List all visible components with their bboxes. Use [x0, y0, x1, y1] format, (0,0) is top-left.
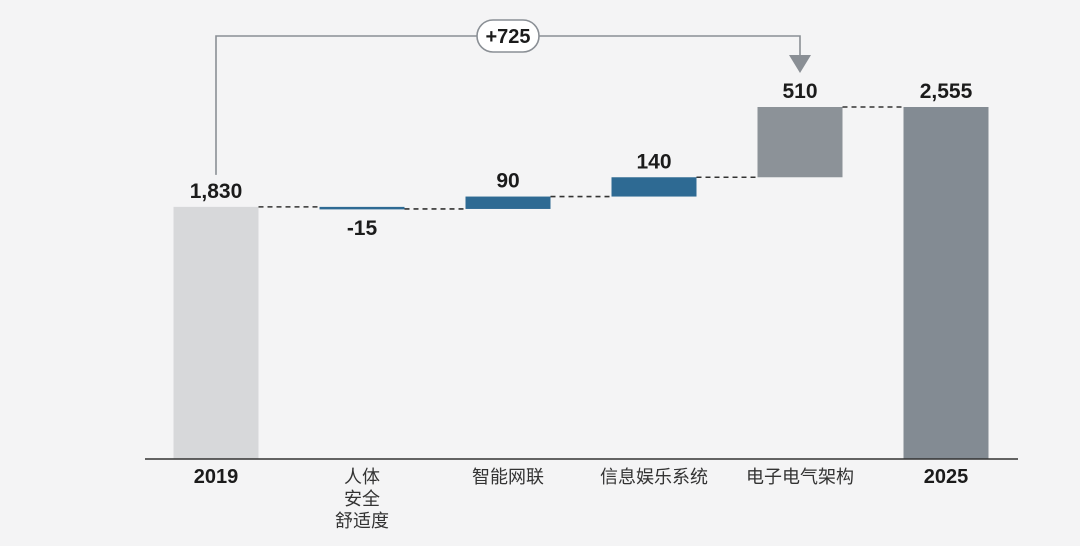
total-change-callout: +725 [215, 19, 811, 175]
bar-2025 [903, 107, 989, 459]
bars-group [173, 107, 989, 459]
category-label-line: 安全 [344, 489, 380, 510]
category-label: 2019 [194, 466, 239, 488]
bar-2019 [173, 206, 259, 459]
value-label: 1,830 [190, 180, 243, 203]
value-label: -15 [347, 217, 378, 240]
category-label: 电子电气架构 [746, 467, 854, 488]
callout-pill [476, 19, 540, 53]
value-label: 510 [782, 80, 817, 103]
category-label-line: 2019 [194, 466, 239, 488]
value-labels: 1,830 -15 90 140 510 2,555 [190, 80, 973, 240]
category-label-line: 舒适度 [335, 511, 389, 532]
bar-电子电气架构 [757, 107, 843, 178]
value-label: 2,555 [920, 80, 973, 103]
category-label-line: 智能网联 [472, 467, 544, 488]
bar-智能网联 [465, 196, 551, 209]
value-label: 90 [496, 170, 519, 193]
category-label-line: 人体 [344, 467, 380, 488]
category-label-line: 电子电气架构 [746, 467, 854, 488]
value-label: 140 [636, 150, 671, 173]
callout-label: +725 [485, 26, 530, 48]
category-label-line: 2025 [924, 466, 969, 488]
category-label-line: 信息娱乐系统 [600, 467, 708, 488]
callout-bracket-line [215, 35, 801, 175]
category-label: 人体安全舒适度 [335, 467, 389, 532]
callout-arrow-icon [789, 55, 811, 73]
category-label: 2025 [924, 466, 969, 488]
bar-人体-安全-舒适度 [319, 206, 405, 210]
connector-lines [258, 106, 904, 210]
category-labels: 2019 人体安全舒适度 智能网联 信息娱乐系统 电子电气架构 2025 [194, 466, 969, 532]
bar-信息娱乐系统 [611, 177, 697, 197]
category-label: 智能网联 [472, 467, 544, 488]
category-label: 信息娱乐系统 [600, 467, 708, 488]
